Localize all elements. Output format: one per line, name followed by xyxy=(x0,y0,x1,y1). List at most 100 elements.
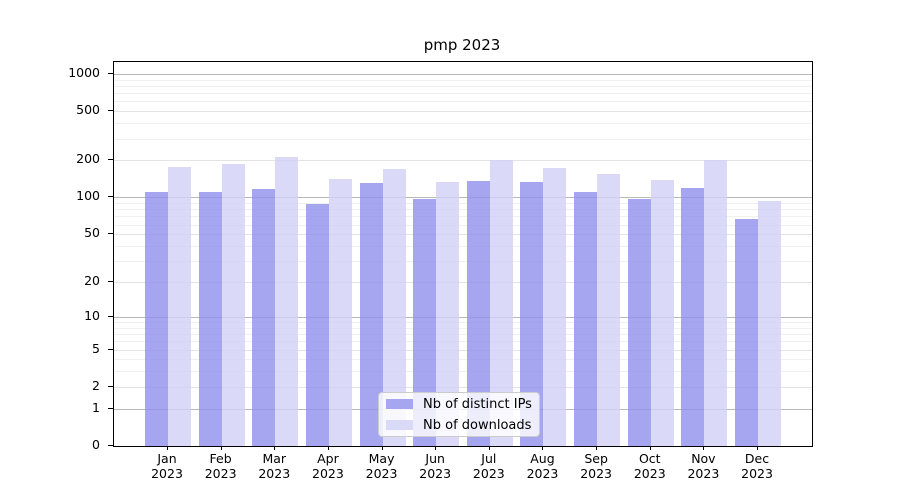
x-tick-mark xyxy=(435,446,437,450)
x-tick-mark xyxy=(274,446,276,450)
y-tick-mark xyxy=(108,281,113,283)
bar-downloads-jan xyxy=(168,166,191,446)
bar-downloads-oct xyxy=(650,180,674,446)
gridline-minor xyxy=(114,216,812,218)
bar-downloads-jul xyxy=(489,160,513,446)
y-tick-mark xyxy=(108,315,113,317)
gridline-minor xyxy=(114,334,812,336)
x-tick-year: 2023 xyxy=(472,466,505,481)
x-tick-mark xyxy=(327,446,329,450)
y-tick-mark xyxy=(108,445,113,446)
gridline-minor xyxy=(114,209,812,211)
x-tick-label: May 2023 xyxy=(350,451,414,481)
x-tick-year: 2023 xyxy=(526,466,559,481)
gridline-minor xyxy=(114,203,812,205)
x-tick-year: 2023 xyxy=(204,466,237,481)
x-tick-label: Aug 2023 xyxy=(510,451,574,481)
bar-distinct-ips-dec xyxy=(735,218,759,446)
y-tick-mark xyxy=(108,110,113,112)
x-tick-label: Jun 2023 xyxy=(403,451,467,481)
x-tick-label: Jan 2023 xyxy=(135,451,199,481)
bar-distinct-ips-may xyxy=(359,183,383,446)
gridline-minor xyxy=(114,261,812,263)
x-tick-mark xyxy=(757,446,759,450)
y-tick-label: 1 xyxy=(92,399,100,415)
gridline-1000 xyxy=(114,73,812,75)
x-tick-label: Apr 2023 xyxy=(296,451,360,481)
x-tick-year: 2023 xyxy=(419,466,452,481)
legend: Nb of distinct IPs Nb of downloads xyxy=(378,392,540,437)
gridline-minor xyxy=(114,123,812,125)
bar-downloads-dec xyxy=(758,201,782,446)
gridline-minor xyxy=(114,224,812,226)
bar-distinct-ips-aug xyxy=(520,181,544,446)
bar-downloads-apr xyxy=(328,179,352,446)
x-tick-year: 2023 xyxy=(687,466,720,481)
gridline-minor xyxy=(114,85,812,87)
legend-label-downloads: Nb of downloads xyxy=(423,417,532,433)
x-tick-year: 2023 xyxy=(580,466,613,481)
y-tick-mark xyxy=(108,233,113,235)
y-tick-label: 5 xyxy=(92,340,100,356)
y-tick-label: 20 xyxy=(84,273,100,289)
gridline-50 xyxy=(114,234,812,236)
gridline-100 xyxy=(114,197,812,199)
bar-downloads-feb xyxy=(221,163,245,446)
gridline-2 xyxy=(114,386,812,388)
bar-distinct-ips-sep xyxy=(574,192,598,446)
gridline-minor xyxy=(114,322,812,323)
gridline-20 xyxy=(114,282,812,284)
gridline-minor xyxy=(114,93,812,95)
y-tick-label: 1000 xyxy=(68,64,100,80)
gridline-minor xyxy=(114,246,812,247)
bar-distinct-ips-jun xyxy=(413,198,437,446)
plot-area xyxy=(113,61,813,447)
x-tick-year: 2023 xyxy=(365,466,398,481)
bar-distinct-ips-jan xyxy=(145,192,168,446)
legend-row-distinct-ips: Nb of distinct IPs xyxy=(379,396,539,413)
gridline-500 xyxy=(114,111,812,113)
bar-downloads-nov xyxy=(704,160,728,446)
legend-row-downloads: Nb of downloads xyxy=(379,417,539,434)
x-tick-year: 2023 xyxy=(312,466,344,481)
bar-distinct-ips-oct xyxy=(627,199,651,446)
gridline-5 xyxy=(114,349,812,351)
gridline-10 xyxy=(114,316,812,318)
gridline-200 xyxy=(114,160,812,162)
bar-downloads-jun xyxy=(436,181,460,446)
x-tick-mark xyxy=(167,446,168,450)
x-tick-label: Feb 2023 xyxy=(189,451,253,481)
bar-downloads-may xyxy=(382,169,406,446)
downloads-swatch-icon xyxy=(386,420,413,430)
x-tick-year: 2023 xyxy=(741,466,773,481)
legend-label-distinct-ips: Nb of distinct IPs xyxy=(423,396,532,412)
bar-downloads-sep xyxy=(597,174,621,446)
x-tick-mark xyxy=(596,446,598,450)
x-tick-mark xyxy=(703,446,705,450)
y-tick-label: 10 xyxy=(84,307,100,323)
x-tick-label: Nov 2023 xyxy=(671,451,735,481)
x-tick-label: Jul 2023 xyxy=(457,451,521,481)
bar-downloads-mar xyxy=(275,157,299,446)
gridline-minor xyxy=(114,138,812,140)
y-tick-mark xyxy=(108,385,113,387)
bar-downloads-aug xyxy=(543,168,567,446)
y-tick-label: 50 xyxy=(84,225,100,241)
gridline-minor xyxy=(114,101,812,103)
y-tick-mark xyxy=(108,72,113,74)
bar-distinct-ips-nov xyxy=(681,187,705,446)
x-tick-label: Mar 2023 xyxy=(242,451,306,481)
x-tick-mark xyxy=(381,446,383,450)
x-tick-mark xyxy=(649,446,651,450)
y-tick-mark xyxy=(108,348,113,350)
bar-distinct-ips-jul xyxy=(466,180,490,446)
gridline-minor xyxy=(114,359,812,361)
gridline-minor xyxy=(114,79,812,81)
chart-title: pmp 2023 xyxy=(423,36,501,54)
y-tick-label: 100 xyxy=(76,188,100,204)
y-tick-mark xyxy=(108,196,113,198)
x-tick-mark xyxy=(488,446,490,450)
y-tick-label: 500 xyxy=(76,102,100,118)
bar-distinct-ips-mar xyxy=(252,188,276,446)
